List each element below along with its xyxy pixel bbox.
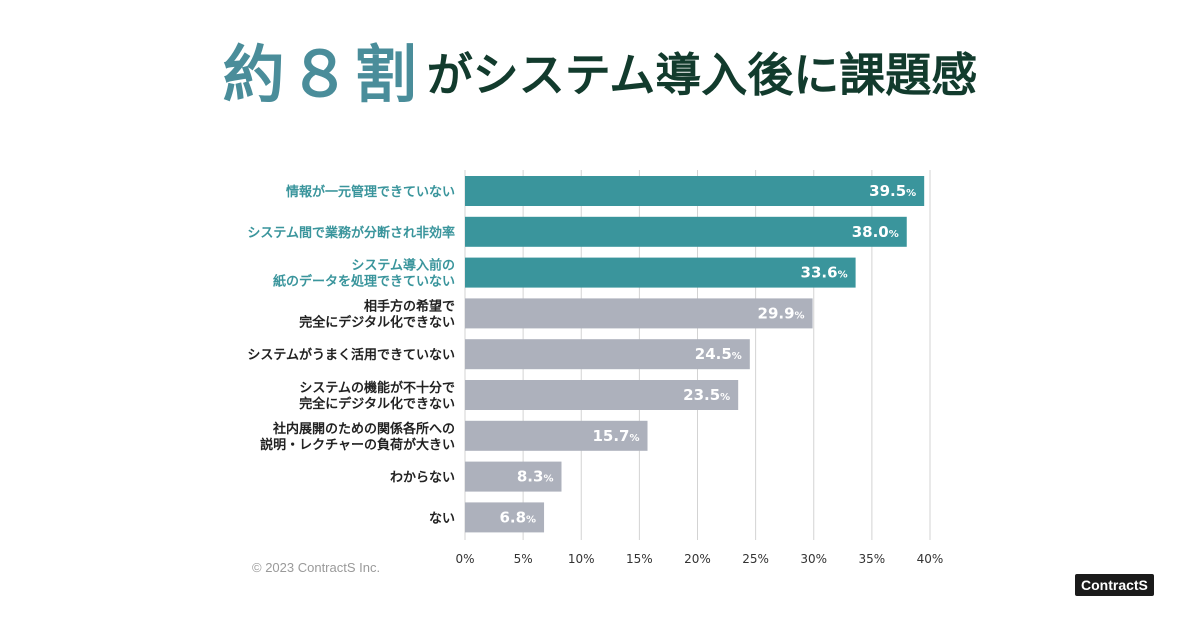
- x-tick-label: 40%: [917, 552, 944, 566]
- bar: [465, 339, 750, 370]
- bar: [465, 502, 545, 533]
- x-tick-label: 30%: [800, 552, 827, 566]
- bar: [465, 298, 813, 329]
- copyright: © 2023 ContractS Inc.: [252, 560, 381, 575]
- x-tick-label: 10%: [568, 552, 595, 566]
- bar-value-label: 15.7%: [592, 427, 639, 445]
- x-tick-label: 20%: [684, 552, 711, 566]
- bar-value-label: 39.5%: [869, 182, 916, 200]
- bar: [465, 380, 739, 410]
- category-label: わからない: [390, 471, 455, 486]
- category-label: 社内展開のための関係各所への説明・レクチャーの負荷が大きい: [260, 421, 455, 453]
- category-label: 情報が一元管理できていない: [286, 184, 455, 200]
- category-label: システムの機能が不十分で完全にデジタル化できない: [299, 380, 455, 412]
- headline-rest: がシステム導入後に課題感: [426, 48, 978, 102]
- bar: [465, 176, 925, 206]
- bar: [465, 420, 648, 451]
- bar: [465, 216, 907, 247]
- category-label: システム導入前の紙のデータを処理できていない: [273, 258, 455, 290]
- contracts-logo: ContractS: [1075, 574, 1154, 596]
- bar-value-label: 23.5%: [683, 386, 730, 404]
- bar: [465, 257, 856, 288]
- bar-value-label: 33.6%: [801, 264, 848, 282]
- x-tick-label: 25%: [742, 552, 769, 566]
- bar: [465, 461, 562, 492]
- headline: 約８割 がシステム導入後に課題感: [0, 44, 1200, 106]
- x-tick-label: 5%: [514, 552, 533, 566]
- x-tick-label: 35%: [859, 552, 886, 566]
- category-label: システム間で業務が分断され非効率: [247, 225, 455, 241]
- x-tick-label: 15%: [626, 552, 653, 566]
- category-label: ない: [429, 511, 455, 526]
- category-label: システムがうまく活用できていない: [247, 347, 455, 363]
- bar-value-label: 24.5%: [695, 345, 742, 363]
- category-label: 相手方の希望で完全にデジタル化できない: [299, 298, 455, 330]
- bar-value-label: 29.9%: [758, 304, 805, 322]
- headline-accent: 約８割: [222, 38, 421, 111]
- x-tick-label: 0%: [455, 552, 474, 566]
- bar-value-label: 38.0%: [852, 223, 899, 241]
